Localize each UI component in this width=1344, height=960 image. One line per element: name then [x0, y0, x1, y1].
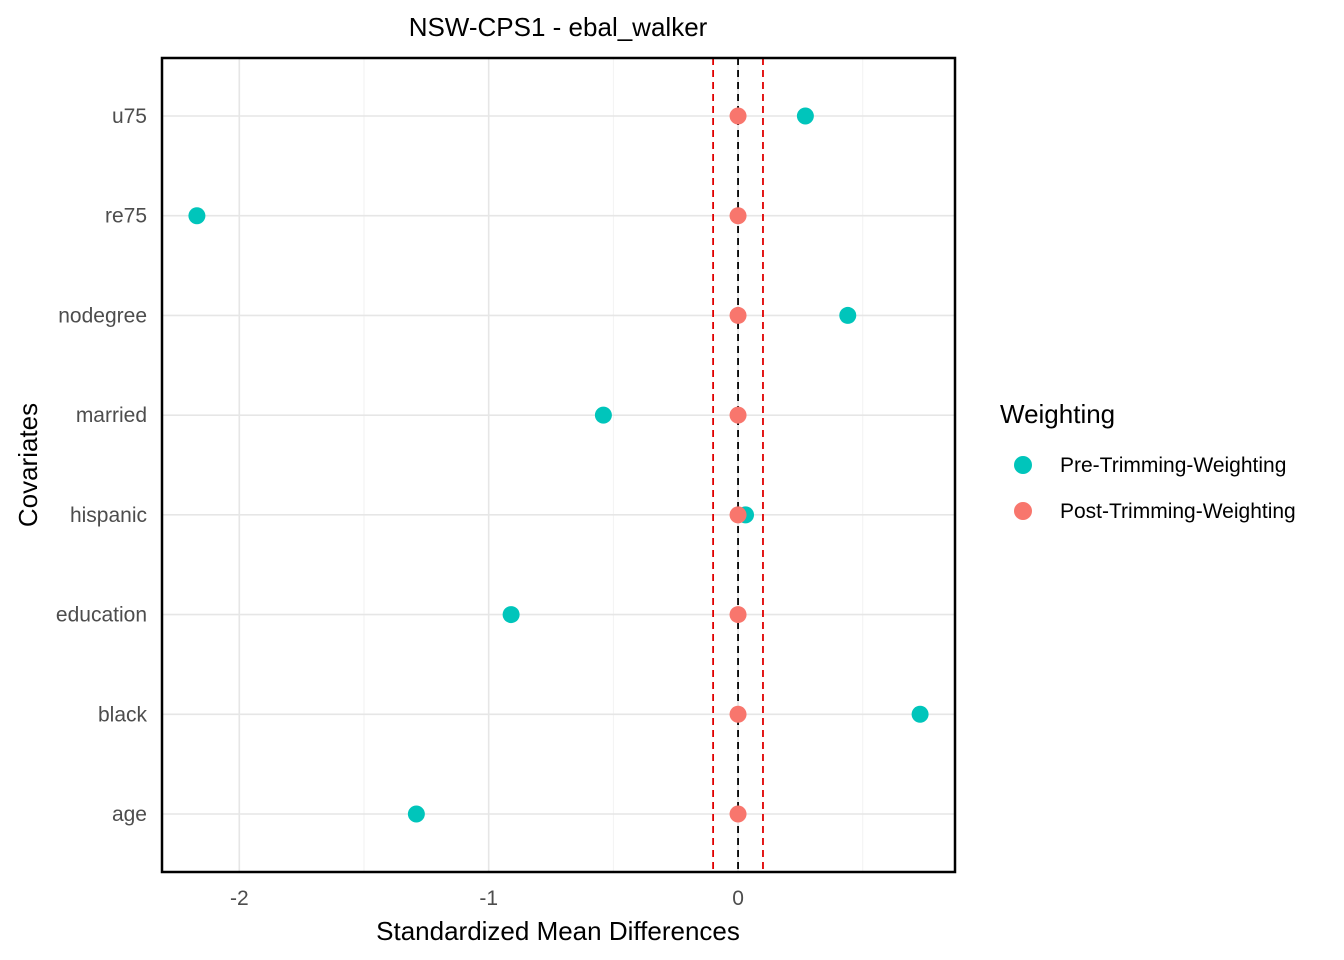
y-tick-label: education	[56, 604, 147, 627]
x-tick-label: -2	[230, 887, 249, 910]
y-tick-label: nodegree	[58, 304, 147, 327]
data-point-pre-trimming-weighting-education	[502, 606, 520, 624]
plot-panel-border	[160, 56, 957, 874]
legend: Weighting Pre-Trimming-Weighting Post-Tri…	[1000, 399, 1296, 523]
legend-label: Pre-Trimming-Weighting	[1060, 454, 1286, 477]
y-tick-label: u75	[112, 105, 147, 128]
legend-key	[1014, 456, 1032, 474]
x-tick-label: 0	[732, 887, 744, 910]
y-tick-label: hispanic	[70, 504, 147, 527]
data-point-post-trimming-weighting-nodegree	[729, 306, 747, 324]
y-axis-title: Covariates	[13, 403, 43, 527]
y-tick-labels: age black education hispanic married nodegree…	[56, 105, 148, 826]
y-tick-label: re75	[105, 205, 147, 228]
data-point-pre-trimming-weighting-u75	[796, 107, 814, 125]
y-tick-label: age	[112, 803, 147, 826]
data-point-pre-trimming-weighting-re75	[188, 207, 206, 225]
data-point-post-trimming-weighting-hispanic	[729, 506, 747, 524]
x-axis-title: Standardized Mean Differences	[376, 916, 740, 946]
data-point-pre-trimming-weighting-married	[594, 406, 612, 424]
y-tick-label: black	[98, 703, 148, 726]
data-point-post-trimming-weighting-age	[729, 805, 747, 823]
data-point-post-trimming-weighting-re75	[729, 207, 747, 225]
y-tick-label: married	[76, 404, 147, 427]
x-tick-labels: -2 -1 0	[230, 887, 744, 910]
data-point-post-trimming-weighting-black	[729, 705, 747, 723]
data-point-post-trimming-weighting-married	[729, 406, 747, 424]
data-point-pre-trimming-weighting-black	[911, 705, 929, 723]
reference-lines	[712, 58, 764, 872]
grid	[162, 58, 955, 872]
x-tick-label: -1	[479, 887, 498, 910]
legend-title: Weighting	[1000, 399, 1115, 429]
chart-title: NSW-CPS1 - ebal_walker	[409, 12, 708, 42]
legend-label: Post-Trimming-Weighting	[1060, 500, 1296, 523]
legend-key	[1014, 502, 1032, 520]
data-point-pre-trimming-weighting-age	[407, 805, 425, 823]
data-points	[188, 107, 929, 823]
data-point-post-trimming-weighting-u75	[729, 107, 747, 125]
legend-items: Pre-Trimming-Weighting Post-Trimming-Weig…	[1014, 454, 1296, 523]
data-point-post-trimming-weighting-education	[729, 606, 747, 624]
data-point-pre-trimming-weighting-nodegree	[839, 306, 857, 324]
